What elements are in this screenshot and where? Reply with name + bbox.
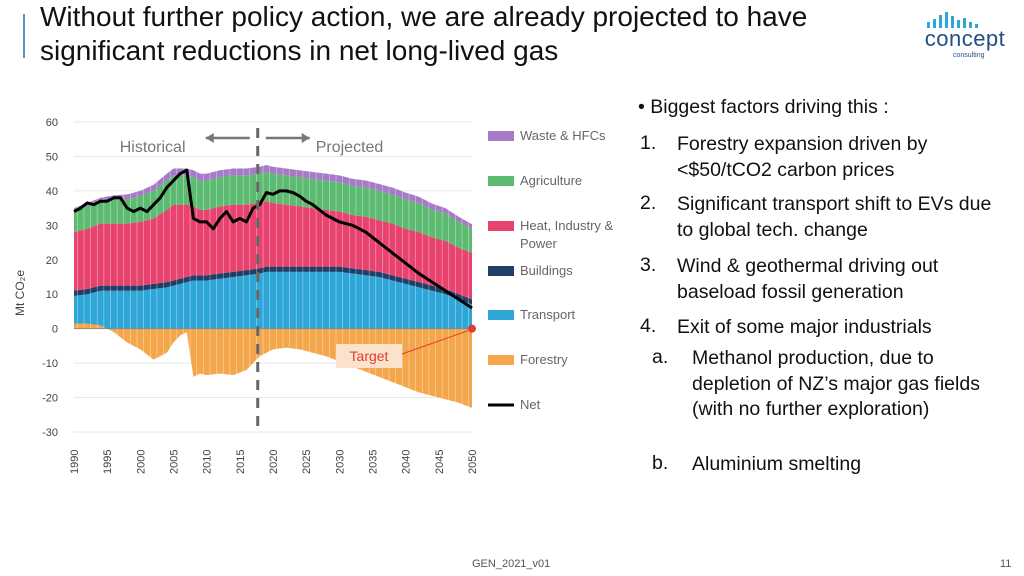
logo-bars-icon (927, 12, 978, 28)
y-tick-label: -10 (42, 358, 58, 370)
y-tick-label: 30 (46, 220, 58, 232)
legend-swatch (488, 355, 514, 365)
x-tick-label: 2035 (368, 450, 380, 474)
legend-label: Power (520, 236, 558, 251)
x-tick-label: 2010 (202, 450, 214, 474)
legend-swatch (488, 131, 514, 141)
x-tick-label: 2000 (135, 450, 147, 474)
y-tick-label: 20 (46, 255, 58, 267)
footer-code: GEN_2021_v01 (472, 558, 551, 570)
legend-label: Forestry (520, 352, 568, 367)
y-tick-label: 10 (46, 289, 58, 301)
legend-label: Net (520, 397, 541, 412)
bullet-lead: • Biggest factors driving this : (638, 96, 889, 118)
target-label: Target (350, 348, 389, 364)
target-label-box (336, 344, 402, 368)
x-tick-label: 2015 (235, 450, 247, 474)
net-line (73, 168, 473, 310)
area-buildings (74, 266, 472, 305)
legend-swatch (488, 221, 514, 231)
bullet-number: a. (652, 346, 669, 368)
y-tick-label: 40 (46, 186, 58, 198)
page-number: 11 (1000, 558, 1012, 570)
y-tick-label: -20 (42, 393, 58, 405)
historical-label: Historical (120, 139, 186, 156)
area-agriculture (74, 171, 472, 253)
x-tick-label: 1995 (102, 450, 114, 474)
target-pointer (401, 330, 469, 355)
legend-label: Heat, Industry & (520, 218, 614, 233)
logo-subtext: consulting (953, 52, 985, 59)
x-tick-label: 2050 (467, 450, 479, 474)
legend-label: Buildings (520, 263, 573, 278)
x-tick-label: 2020 (268, 450, 280, 474)
area-forestry (74, 323, 472, 408)
area-transport (74, 271, 472, 329)
x-tick-label: 2045 (434, 450, 446, 474)
bullet-text: Methanol production, due to depletion of… (692, 347, 980, 420)
y-tick-label: 0 (52, 324, 58, 336)
x-tick-label: 2025 (301, 450, 313, 474)
legend-label: Agriculture (520, 173, 582, 188)
bullet-number: 3. (640, 254, 657, 276)
logo-wordmark: concept (924, 26, 1006, 51)
bullet-text: Significant transport shift to EVs due t… (677, 193, 992, 241)
slide-title: Without further policy action, we are al… (40, 1, 808, 66)
bullet-number: 2. (640, 192, 657, 214)
x-tick-label: 1990 (69, 450, 81, 474)
legend-swatch (488, 310, 514, 320)
projected-arrowhead-icon (301, 133, 310, 143)
company-logo: concept consulting (915, 8, 1015, 60)
bullet-number: 4. (640, 315, 657, 337)
x-tick-label: 2040 (401, 450, 413, 474)
legend-label: Waste & HFCs (520, 128, 606, 143)
y-tick-label: 50 (46, 151, 58, 163)
x-tick-label: 2005 (169, 450, 181, 474)
x-tick-label: 2030 (334, 450, 346, 474)
y-axis-label: Mt CO₂e (13, 270, 27, 316)
legend-swatch (488, 176, 514, 186)
y-tick-label: -30 (42, 427, 58, 439)
y-tick-label: 60 (46, 117, 58, 129)
bullet-number: b. (652, 452, 669, 474)
legend-label: Transport (520, 307, 576, 322)
bullet-text: Wind & geothermal driving out baseload f… (677, 255, 939, 303)
title-accent-bar (23, 14, 25, 58)
bullet-text: Exit of some major industrials (677, 316, 932, 338)
area-heat-industry-power (74, 201, 472, 300)
projected-label: Projected (316, 139, 384, 156)
historical-arrowhead-icon (205, 133, 214, 143)
bullet-number: 1. (640, 132, 657, 154)
target-marker (468, 324, 476, 333)
legend-swatch (488, 266, 514, 276)
bullet-text: Aluminium smelting (692, 453, 862, 475)
bullet-text: Forestry expansion driven by <$50/tCO2 c… (677, 133, 928, 181)
